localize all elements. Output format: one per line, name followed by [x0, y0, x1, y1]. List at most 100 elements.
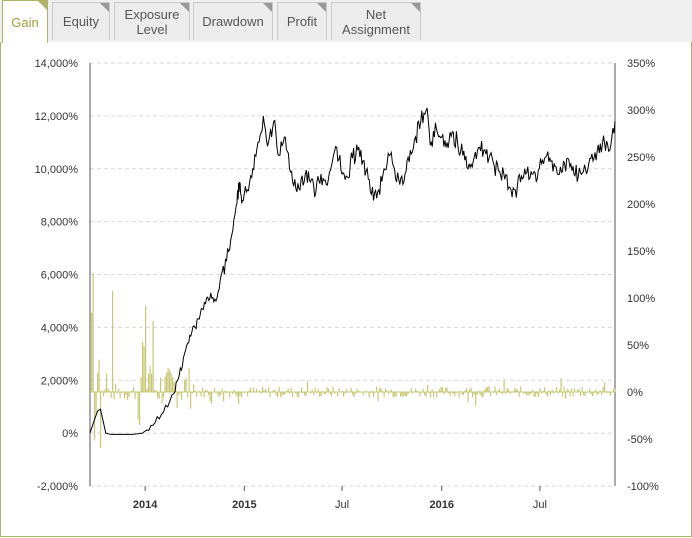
bar-mark — [424, 392, 426, 396]
bar-mark — [458, 392, 460, 398]
bar-mark — [392, 392, 394, 398]
bar-mark — [224, 390, 226, 392]
bar-mark — [95, 392, 97, 414]
bar-mark — [595, 389, 597, 392]
tab-profit[interactable]: Profit — [277, 2, 327, 40]
bar-mark — [470, 387, 472, 392]
x-axis-tick-label: Jul — [533, 499, 547, 511]
bar-mark — [478, 390, 480, 392]
right-axis-tick-label: 300% — [627, 105, 655, 117]
left-axis-tick-label: 10,000% — [35, 164, 79, 176]
bar-mark — [583, 392, 585, 396]
bar-mark — [166, 372, 168, 392]
bar-mark — [296, 392, 298, 397]
tab-corner-icon — [38, 1, 47, 10]
bar-mark — [281, 392, 283, 396]
x-axis-tick-label: Jul — [335, 499, 349, 511]
bar-mark — [542, 390, 544, 392]
bar-mark — [415, 388, 417, 392]
bar-mark — [422, 388, 424, 392]
chart-tab-bar: Gain Equity Exposure Level Drawdown Prof… — [0, 0, 692, 43]
tab-gain[interactable]: Gain — [2, 0, 48, 43]
tab-equity[interactable]: Equity — [52, 2, 110, 40]
bar-mark — [256, 388, 258, 392]
left-axis-tick-label: 2,000% — [41, 375, 79, 387]
bar-mark — [301, 387, 303, 392]
bar-mark — [517, 389, 519, 392]
bar-mark — [488, 386, 490, 392]
bar-mark — [533, 392, 535, 397]
bar-mark — [440, 386, 442, 392]
tab-exposure-level[interactable]: Exposure Level — [114, 2, 190, 40]
tab-corner-icon — [263, 3, 272, 12]
chart-panel: 14,000% 12,000% 10,000% 8,000% 6,000% 4,000% 2… — [0, 42, 692, 537]
bar-mark — [386, 390, 388, 392]
bar-mark — [115, 383, 117, 392]
bar-mark — [229, 392, 231, 398]
bar-mark — [280, 392, 282, 398]
tab-net-assignment[interactable]: Net Assignment — [331, 2, 421, 40]
bar-mark — [577, 390, 579, 392]
bar-mark — [553, 392, 555, 394]
bar-mark — [341, 390, 343, 392]
bar-mark — [307, 382, 309, 392]
bar-mark — [191, 392, 193, 394]
bar-mark — [445, 387, 447, 392]
bar-mark — [352, 392, 354, 395]
bar-mark — [518, 392, 520, 398]
bar-mark — [428, 392, 430, 394]
bar-mark — [604, 382, 606, 392]
bar-mark — [538, 392, 540, 397]
bar-mark — [124, 392, 126, 399]
bar-mark — [133, 387, 135, 392]
bar-mark — [589, 389, 591, 392]
bar-mark — [139, 392, 141, 426]
bar-mark — [337, 392, 339, 397]
bar-mark — [481, 392, 483, 397]
bar-mark — [371, 390, 373, 392]
bar-mark — [217, 392, 219, 395]
left-axis-tick-label: 0% — [62, 428, 78, 440]
bar-mark — [313, 392, 315, 396]
bar-mark — [128, 392, 130, 397]
bar-mark — [185, 377, 187, 392]
bar-mark — [524, 392, 526, 394]
tab-corner-icon — [100, 3, 109, 12]
bar-mark — [580, 392, 582, 397]
bar-mark — [460, 390, 462, 392]
bar-mark — [500, 392, 502, 394]
bar-mark — [563, 386, 565, 392]
tab-profit-label: Profit — [286, 14, 318, 29]
tab-drawdown[interactable]: Drawdown — [193, 2, 273, 40]
bar-mark — [250, 387, 252, 392]
bar-mark — [535, 392, 537, 397]
bar-mark — [319, 392, 321, 397]
bar-mark — [188, 368, 190, 392]
bar-mark — [179, 392, 181, 394]
bar-mark — [385, 388, 387, 392]
left-axis-tick-label: 4,000% — [41, 322, 79, 334]
bar-mark — [344, 392, 346, 394]
tab-exposure-level-label: Exposure Level — [124, 6, 180, 37]
bar-mark — [332, 386, 334, 392]
bar-mark — [602, 386, 604, 392]
bar-mark — [610, 392, 612, 396]
bar-mark — [439, 389, 441, 392]
bar-mark — [101, 390, 103, 392]
bar-mark — [346, 389, 348, 392]
bar-mark — [338, 388, 340, 392]
bar-mark — [232, 392, 234, 394]
right-axis-tick-label: -100% — [627, 481, 659, 493]
bar-mark — [574, 388, 576, 392]
bar-mark — [496, 392, 498, 396]
bar-mark — [431, 389, 433, 392]
bar-mark — [211, 392, 213, 404]
bar-mark — [416, 390, 418, 392]
bar-mark — [110, 392, 112, 399]
bar-mark — [170, 372, 172, 392]
right-axis-tick-label: -50% — [627, 434, 653, 446]
bar-mark — [479, 392, 481, 395]
bar-mark — [461, 392, 463, 395]
bar-mark — [184, 379, 186, 392]
bar-mark — [536, 392, 538, 394]
